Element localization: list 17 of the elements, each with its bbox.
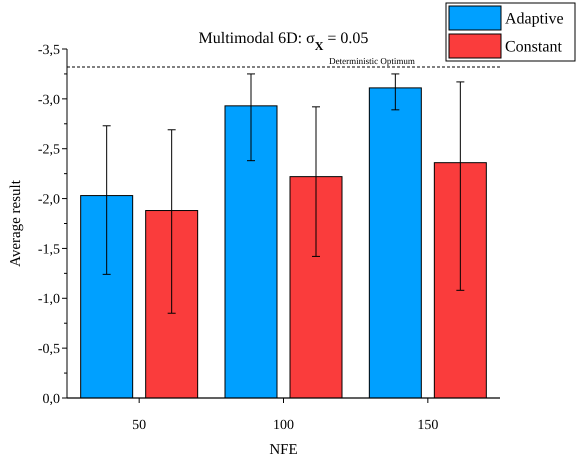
chart-title: Multimodal 6D: σ$_{X}$ = 0.05: [198, 30, 368, 53]
y-tick-label: 0,0: [42, 392, 60, 407]
y-tick-label: -0,5: [38, 342, 60, 358]
x-tick-label: 100: [273, 418, 294, 433]
y-tick-label: -2,5: [38, 142, 60, 158]
legend-label: Constant: [505, 38, 562, 56]
y-axis-title: Average result: [8, 179, 24, 267]
y-tick-label: -1,0: [38, 292, 60, 308]
y-tick-label: -3,0: [38, 92, 60, 108]
y-tick-label: -3,5: [38, 42, 60, 58]
legend-label: Adaptive: [505, 10, 564, 28]
x-tick-label: 50: [132, 418, 146, 433]
x-axis-title: NFE: [269, 442, 298, 458]
x-tick-label: 150: [417, 418, 438, 433]
y-tick-label: -1,5: [38, 242, 60, 258]
y-tick-label: -2,0: [38, 192, 60, 208]
ref-line-label: Deterministic Optimum: [329, 56, 415, 66]
